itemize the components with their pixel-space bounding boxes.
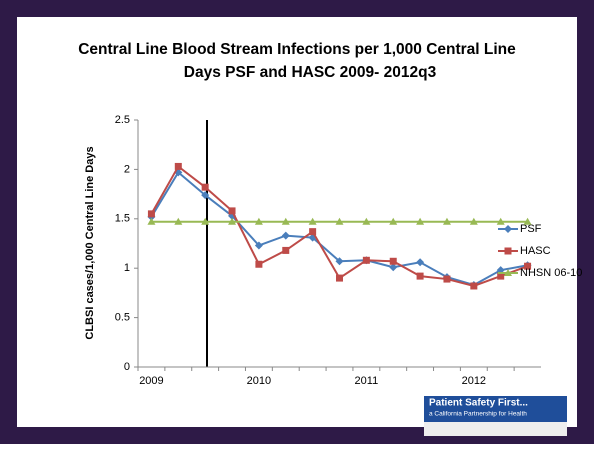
x-tick-label: 2011 <box>355 375 379 387</box>
data-point <box>416 258 425 267</box>
chart-title: Central Line Blood Stream Infections per… <box>78 41 516 58</box>
data-point <box>496 217 505 225</box>
data-point <box>335 217 344 225</box>
chart-title: Days PSF and HASC 2009- 2012q3 <box>184 64 437 81</box>
data-point <box>497 272 505 280</box>
data-point <box>469 217 478 225</box>
data-point <box>524 262 532 270</box>
y-tick-label: 0.5 <box>115 312 130 324</box>
data-point <box>282 246 290 254</box>
legend-label: NHSN 06-10 <box>520 267 582 279</box>
data-point <box>228 217 237 225</box>
data-point <box>416 272 424 280</box>
x-tick-label: 2009 <box>139 375 163 387</box>
legend-label: HASC <box>520 245 551 257</box>
data-point <box>470 282 478 290</box>
x-tick-label: 2010 <box>247 375 271 387</box>
data-point <box>201 217 210 225</box>
y-tick-label: 2.5 <box>115 114 130 126</box>
logo-subtitle: a California Partnership for Health <box>429 411 527 418</box>
data-point <box>309 228 317 236</box>
y-axis-label: CLBSI cases/1,000 Central Line Days <box>84 146 96 339</box>
data-point <box>443 275 451 283</box>
data-point <box>201 191 210 200</box>
y-tick-label: 1 <box>124 262 130 274</box>
data-point <box>174 217 183 225</box>
data-point <box>281 217 290 225</box>
legend-label: PSF <box>520 223 542 235</box>
y-tick-label: 0 <box>124 361 130 373</box>
data-point <box>362 217 371 225</box>
data-point <box>389 263 398 272</box>
data-point <box>281 231 290 240</box>
logo-banner <box>424 396 567 422</box>
data-point <box>389 257 397 265</box>
data-point <box>255 260 263 268</box>
data-point <box>523 217 532 225</box>
data-point <box>228 207 236 215</box>
data-point <box>147 217 156 225</box>
logo-strip <box>424 422 567 436</box>
data-point <box>147 210 155 218</box>
legend-marker <box>504 247 512 255</box>
data-point <box>308 217 317 225</box>
legend-marker <box>504 225 512 233</box>
logo: Patient Safety First... a California Par… <box>424 396 567 436</box>
y-tick-label: 2 <box>124 163 130 175</box>
data-point <box>416 217 425 225</box>
data-point <box>442 217 451 225</box>
logo-title: Patient Safety First... <box>429 398 528 409</box>
data-point <box>174 162 182 170</box>
data-point <box>389 217 398 225</box>
data-point <box>254 217 263 225</box>
data-point <box>362 256 370 264</box>
data-point <box>201 183 209 191</box>
y-tick-label: 1.5 <box>115 213 130 225</box>
x-tick-label: 2012 <box>462 375 486 387</box>
legend-marker <box>504 269 512 276</box>
data-point <box>336 274 343 282</box>
data-point <box>254 241 263 250</box>
data-point <box>335 257 344 266</box>
